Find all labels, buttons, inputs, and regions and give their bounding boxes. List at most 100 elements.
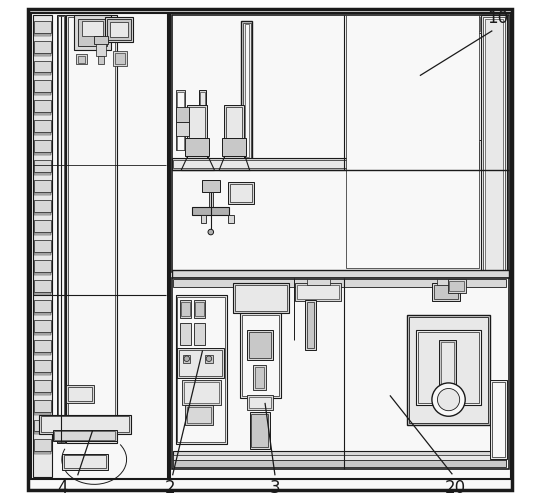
Bar	[490, 380, 507, 459]
Bar	[107, 19, 131, 40]
Bar	[297, 285, 340, 299]
Bar	[114, 53, 125, 64]
Bar	[173, 460, 506, 467]
Bar	[409, 317, 488, 422]
Bar	[187, 407, 211, 422]
Bar	[34, 81, 51, 93]
Circle shape	[206, 356, 212, 362]
Bar	[34, 293, 51, 295]
Bar	[233, 283, 288, 313]
Bar	[34, 34, 51, 36]
Bar	[64, 455, 106, 468]
Bar	[34, 400, 51, 411]
Bar	[34, 200, 51, 212]
Bar	[432, 283, 460, 301]
Bar	[34, 213, 51, 215]
Bar	[457, 140, 481, 170]
Circle shape	[437, 388, 460, 411]
Bar	[34, 220, 51, 232]
Bar	[483, 17, 505, 466]
Bar	[295, 283, 341, 301]
Text: 2: 2	[165, 479, 176, 497]
Bar	[247, 330, 273, 360]
Bar	[253, 365, 266, 390]
Bar	[407, 315, 490, 424]
Bar	[240, 313, 281, 398]
Bar	[182, 380, 221, 405]
Bar	[176, 295, 226, 444]
Bar	[205, 355, 213, 363]
Bar	[68, 387, 92, 401]
Bar	[78, 19, 107, 46]
Bar	[484, 19, 503, 464]
Bar	[34, 54, 51, 56]
Text: 20: 20	[444, 479, 465, 497]
Bar	[177, 93, 184, 150]
Circle shape	[208, 229, 213, 235]
Bar	[172, 158, 474, 170]
Bar	[34, 412, 51, 414]
Text: 10: 10	[487, 9, 508, 27]
Bar	[172, 278, 509, 469]
Bar	[307, 302, 314, 348]
Bar	[173, 451, 506, 460]
Bar	[222, 138, 246, 156]
Bar	[230, 184, 252, 202]
Bar	[34, 393, 51, 395]
Bar	[242, 315, 279, 396]
Bar	[31, 13, 168, 479]
Bar	[187, 105, 207, 160]
Bar	[475, 17, 480, 31]
Bar	[34, 153, 51, 155]
Bar	[34, 380, 51, 392]
Bar	[110, 22, 129, 37]
Bar	[34, 353, 51, 355]
Bar	[418, 332, 479, 403]
Bar	[34, 333, 51, 335]
Bar	[172, 15, 509, 272]
Bar	[185, 138, 209, 156]
Bar	[34, 280, 51, 292]
Bar	[461, 155, 477, 168]
Text: 4: 4	[57, 479, 68, 497]
Bar	[178, 348, 224, 378]
Bar	[66, 15, 117, 443]
Bar	[416, 330, 481, 405]
Bar	[34, 113, 51, 115]
Bar	[188, 107, 205, 141]
Bar	[34, 193, 51, 195]
Bar	[34, 320, 51, 332]
Bar	[34, 419, 51, 431]
Bar	[34, 94, 51, 95]
Bar	[34, 233, 51, 235]
Bar	[173, 160, 472, 168]
Bar	[235, 285, 287, 311]
Circle shape	[184, 356, 190, 362]
Bar	[346, 15, 479, 268]
Bar	[241, 21, 252, 160]
Bar	[180, 323, 191, 345]
Bar	[200, 93, 205, 148]
Bar	[176, 107, 188, 122]
Bar	[305, 300, 316, 350]
Bar	[96, 44, 106, 56]
Bar	[449, 281, 464, 291]
Bar	[176, 122, 188, 136]
Bar	[34, 240, 51, 252]
Bar	[34, 452, 51, 454]
Bar	[52, 429, 117, 441]
Bar	[78, 56, 85, 63]
Bar	[113, 51, 126, 66]
Circle shape	[432, 383, 465, 416]
Bar	[34, 180, 51, 192]
Bar	[199, 91, 206, 150]
Bar	[39, 414, 131, 434]
Bar	[173, 455, 506, 460]
Bar	[34, 253, 51, 255]
Bar	[181, 302, 191, 316]
Bar	[68, 17, 116, 441]
Bar	[40, 415, 130, 432]
Bar	[170, 13, 510, 479]
Bar	[252, 413, 268, 447]
Bar	[195, 302, 204, 316]
